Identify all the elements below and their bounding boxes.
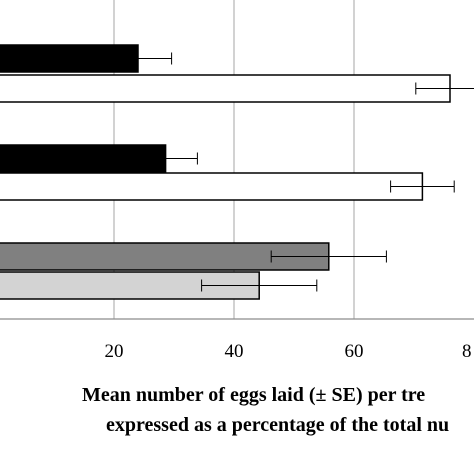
error-bar-1 [103, 52, 173, 65]
error-bar-4 [390, 180, 455, 193]
x-axis-title-line-2: expressed as a percentage of the total n… [106, 414, 449, 436]
bar-2 [0, 74, 451, 103]
x-axis-title-line-1: Mean number of eggs laid (± SE) per tre [82, 384, 425, 406]
x-tick-label-40: 40 [225, 341, 244, 362]
error-bar-3 [133, 152, 198, 165]
x-tick-label-60: 60 [345, 341, 364, 362]
error-bar-6 [201, 279, 318, 292]
error-bars [103, 52, 474, 292]
bars [0, 44, 451, 300]
bar-4 [0, 172, 424, 201]
error-bar-5 [270, 250, 387, 263]
error-bar-2 [415, 82, 474, 95]
x-tick-label-80: 8 [462, 341, 472, 362]
x-tick-label-20: 20 [105, 341, 124, 362]
